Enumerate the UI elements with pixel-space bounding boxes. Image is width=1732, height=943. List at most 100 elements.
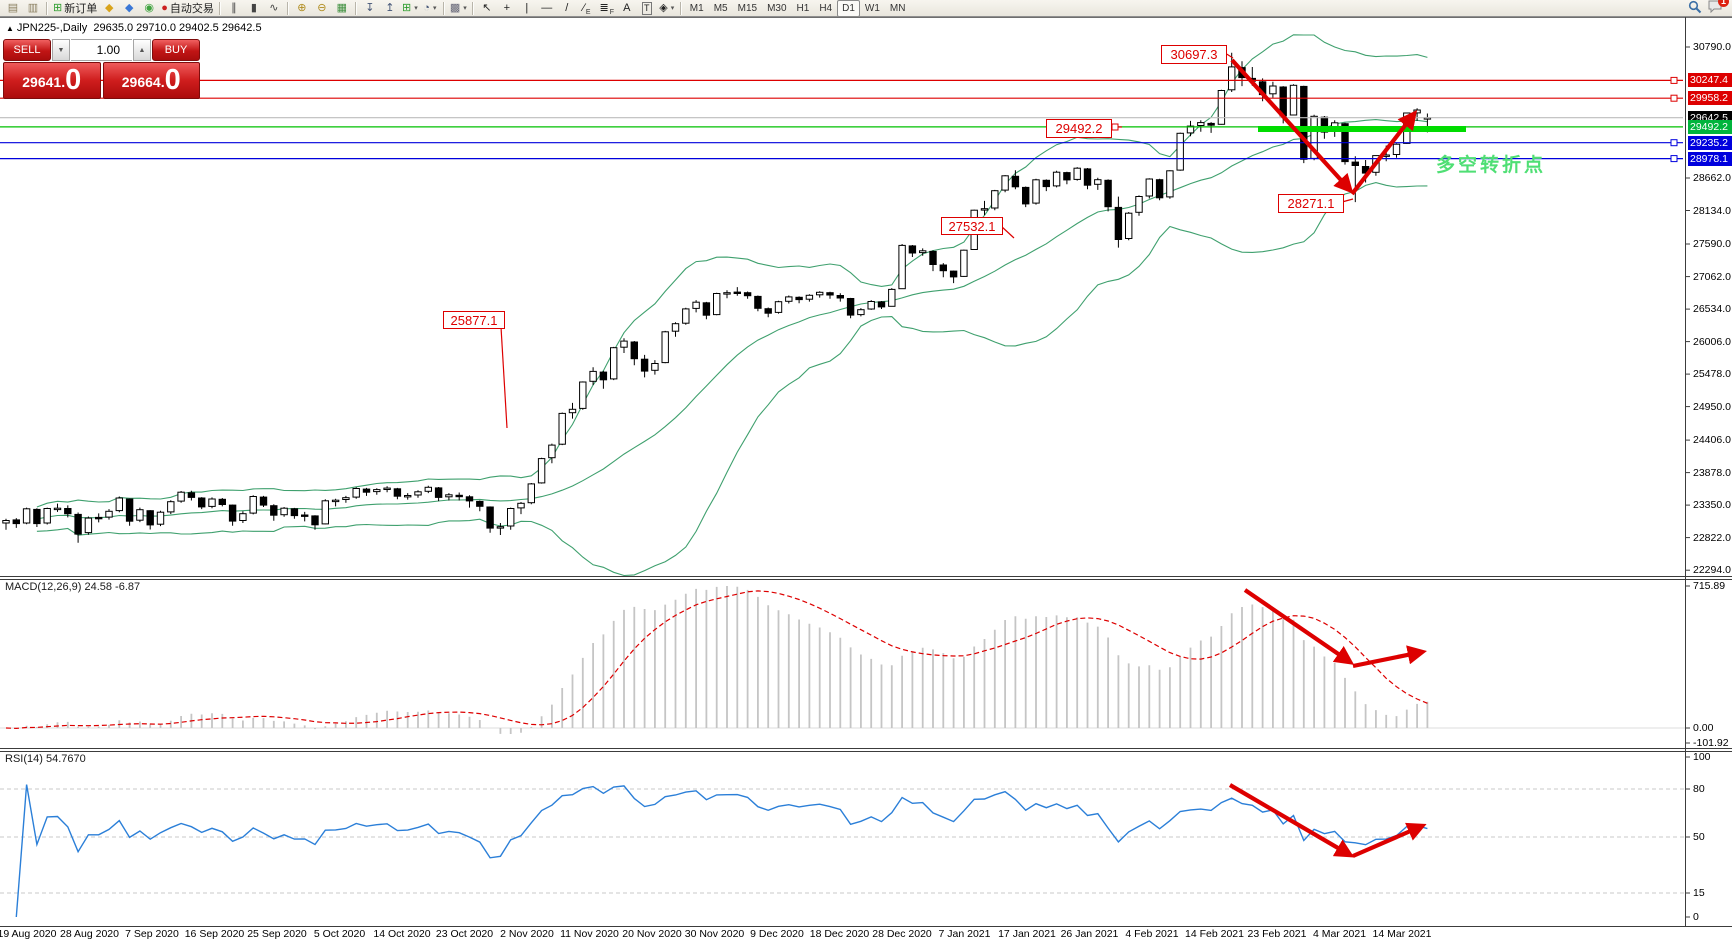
crosshair-tool: + (503, 1, 511, 14)
tile-windows-icon[interactable]: ▦ (332, 1, 352, 16)
add-indicator-icon: ⊞ (402, 1, 412, 14)
line-chart-icon[interactable]: ∿ (264, 1, 284, 16)
date-label: 14 Oct 2020 (373, 928, 431, 940)
sell-price-tile[interactable]: 29641. 0 (3, 62, 101, 99)
arrows-tool[interactable]: ◈ ▾ (659, 1, 675, 14)
rsi-line (15, 784, 1428, 918)
price-annotation-label[interactable]: 30697.3 (1161, 45, 1227, 64)
vline-tool[interactable]: | (517, 1, 537, 16)
price-tick-label: 26534.0 (1693, 303, 1731, 316)
buy-price-tile[interactable]: 29664. 0 (102, 62, 200, 99)
timeframe-D1[interactable]: D1 (837, 0, 860, 17)
macd-histogram (15, 586, 1429, 734)
history-icon[interactable]: ◆ (99, 1, 119, 16)
periods-icon[interactable]: ◔ ▾ (423, 1, 437, 14)
toolbar-separator (46, 1, 48, 15)
volume-input[interactable]: 1.00 (71, 39, 132, 61)
price-tag: 30247.4 (1688, 73, 1732, 88)
timeframe-M15[interactable]: M15 (737, 2, 758, 14)
price-annotation-label[interactable]: 27532.1 (941, 217, 1003, 235)
timeframe-MN[interactable]: MN (889, 2, 906, 14)
trend-arrow (1228, 783, 1355, 858)
objects-list-icon: ↥ (385, 1, 395, 14)
macd-indicator-label: MACD(12,26,9) 24.58 -6.87 (5, 581, 141, 593)
date-label: 14 Feb 2021 (1185, 928, 1244, 940)
objects-list-icon[interactable]: ↥ (380, 1, 400, 16)
text-label-tool[interactable]: T (637, 1, 657, 16)
chinese-note-text[interactable]: 多空转折点 (1436, 155, 1547, 176)
toolbar-separator (442, 1, 445, 15)
notifications-icon[interactable]: 1 (1708, 0, 1729, 16)
news-icon[interactable]: ◉ (139, 1, 159, 16)
price-annotation-label[interactable]: 28271.1 (1278, 194, 1344, 213)
support-zone-bar[interactable] (1258, 126, 1466, 132)
buy-button[interactable]: BUY (152, 39, 200, 61)
panel-borders (0, 17, 1732, 927)
add-indicator-icon[interactable]: ⊞ ▾ (402, 1, 418, 14)
candlestick-chart-icon[interactable]: ▮ (244, 1, 264, 16)
timeframe-M30[interactable]: M30 (767, 2, 787, 14)
axis-ticks (1685, 46, 1690, 918)
timeframe-H4[interactable]: H4 (819, 2, 833, 14)
toolbar: ▤ ▥ ⊞ 新订单 ◆ ◆ ◉ ● 自动交易 ∥ ▮ ∿ ⊕ ⊖ ▦ ↧ ↥ ⊞ ▾ ◔ ▾ ▩ ▾ ↖ + | — / ∕ E ≣ F A T ◈… (0, 0, 1732, 17)
bollinger-lower (36, 182, 1428, 577)
new-chart-icon[interactable]: ▤ (3, 1, 23, 16)
price-annotation-label[interactable]: 25877.1 (443, 311, 505, 329)
price-tick-label: 22294.0 (1693, 564, 1731, 577)
bar-chart-icon[interactable]: ∥ (224, 1, 244, 16)
bollinger-middle (36, 119, 1428, 520)
search-icon[interactable] (1688, 0, 1702, 17)
timeframe-M5[interactable]: M5 (713, 2, 728, 14)
line-chart-icon: ∿ (269, 1, 279, 14)
trend-arrow (1350, 110, 1418, 196)
channel-tool[interactable]: ∕ E (583, 1, 591, 16)
date-label: 23 Feb 2021 (1247, 928, 1307, 940)
buy-price: 29664. (121, 74, 165, 90)
toolbar-right: 1 (1688, 0, 1729, 17)
volume-up-button[interactable]: ▲ (133, 39, 151, 61)
crosshair-tool[interactable]: + (497, 1, 517, 16)
indicators-icon[interactable]: ↧ (360, 1, 380, 16)
zoom-in-icon[interactable]: ⊕ (292, 1, 312, 16)
news-icon: ◉ (144, 1, 155, 14)
new-order-button[interactable]: ⊞ 新订单 (53, 1, 98, 16)
date-label: 7 Sep 2020 (125, 928, 179, 940)
volume-down-button[interactable]: ▼ (52, 39, 70, 61)
community-icon[interactable]: ◆ (119, 1, 139, 16)
auto-trading-button[interactable]: ● 自动交易 (161, 1, 214, 16)
cursor-tool: ↖ (482, 1, 492, 14)
date-label: 20 Nov 2020 (622, 928, 682, 940)
price-annotation-label[interactable]: 29492.2 (1046, 119, 1112, 138)
fibonacci-tool[interactable]: ≣ F (599, 1, 615, 16)
templates-icon[interactable]: ▩ ▾ (449, 1, 467, 14)
fibonacci-tool: ≣ (599, 1, 609, 14)
candlesticks (2, 52, 1432, 543)
macd-axis-label: -101.92 (1693, 737, 1729, 749)
horizontal-lines[interactable] (0, 76, 1683, 163)
trendline-tool[interactable]: / (557, 1, 577, 16)
symbol-info: ▲ JPN225-,Daily 29635.0 29710.0 29402.5 2… (6, 22, 262, 34)
timeframe-M1[interactable]: M1 (689, 2, 704, 14)
date-label: 28 Dec 2020 (872, 928, 932, 940)
date-label: 4 Feb 2021 (1125, 928, 1179, 940)
text-tool[interactable]: A (617, 1, 637, 16)
date-label: 2 Nov 2020 (500, 928, 554, 940)
timeframe-W1[interactable]: W1 (864, 2, 880, 14)
price-tick-label: 25478.0 (1693, 368, 1731, 381)
collapse-panel-icon[interactable]: ▲ (6, 24, 14, 33)
date-label: 19 Aug 2020 (0, 928, 57, 940)
sell-button[interactable]: SELL (3, 39, 51, 61)
rsi-indicator-label: RSI(14) 54.7670 (5, 753, 86, 765)
rsi-axis-label: 0 (1693, 911, 1699, 923)
zoom-out-icon[interactable]: ⊖ (312, 1, 332, 16)
zoom-in-icon: ⊕ (297, 1, 307, 14)
templates-icon: ▩ (449, 1, 461, 14)
trend-arrow (1230, 58, 1354, 194)
profiles-icon[interactable]: ▥ (23, 1, 43, 16)
hline-tool[interactable]: — (537, 1, 557, 16)
date-label: 17 Jan 2021 (998, 928, 1056, 940)
timeframe-H1[interactable]: H1 (796, 2, 810, 14)
cursor-tool[interactable]: ↖ (477, 1, 497, 16)
hline-tool: — (541, 1, 553, 14)
